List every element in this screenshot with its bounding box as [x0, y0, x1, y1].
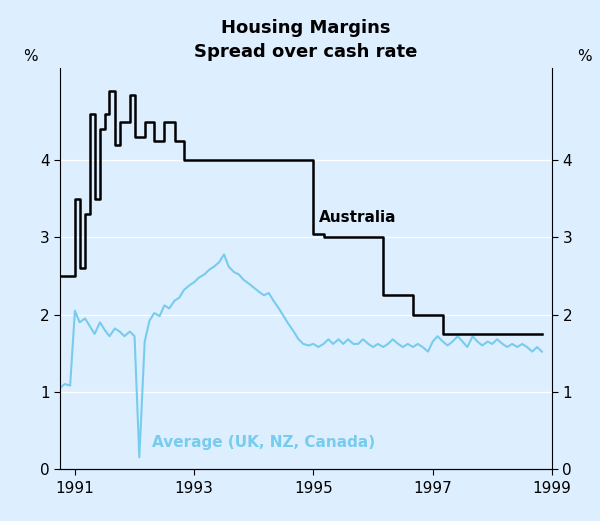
Text: %: % [23, 49, 38, 64]
Text: Australia: Australia [319, 210, 397, 225]
Text: Average (UK, NZ, Canada): Average (UK, NZ, Canada) [152, 436, 376, 450]
Text: %: % [577, 49, 591, 64]
Title: Housing Margins
Spread over cash rate: Housing Margins Spread over cash rate [194, 19, 418, 60]
